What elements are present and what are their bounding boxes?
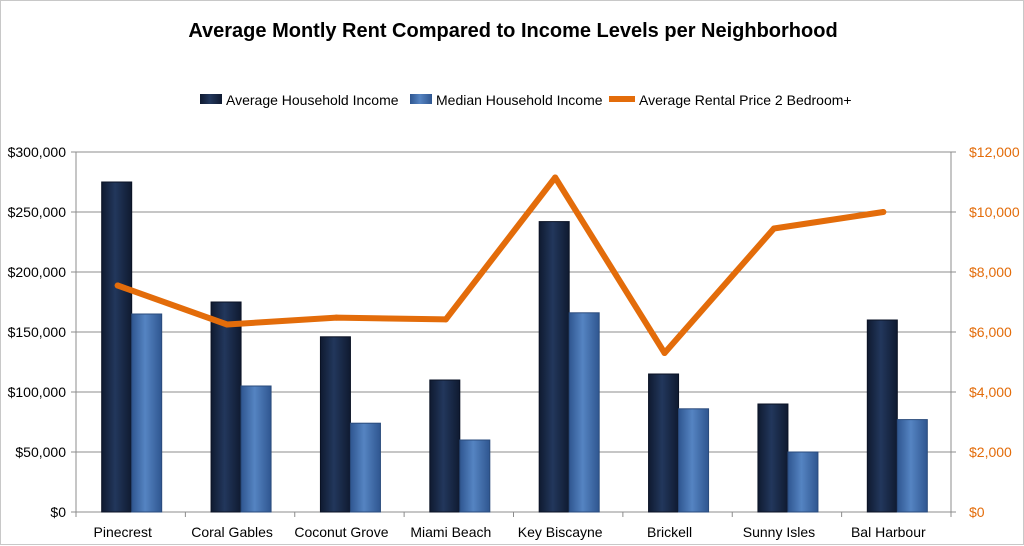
bar-median-income <box>349 422 381 513</box>
bar-median-income <box>568 312 600 513</box>
bar-average-income <box>210 301 242 513</box>
bar-average-income <box>319 336 351 513</box>
legend-swatch-average-income <box>200 94 222 104</box>
category-label: Pinecrest <box>94 524 152 540</box>
category-label: Coral Gables <box>191 524 273 540</box>
legend: Average Household Income Median Househol… <box>200 92 852 108</box>
left-tick-label: $100,000 <box>8 384 67 400</box>
legend-swatch-median-income <box>410 94 432 104</box>
line-point-rental-price <box>770 225 777 232</box>
line-point-rental-price <box>661 350 668 356</box>
right-tick-label: $2,000 <box>969 444 1012 460</box>
line-point-rental-price <box>442 316 449 323</box>
left-tick-label: $250,000 <box>8 204 67 220</box>
right-tick-label: $0 <box>969 504 985 520</box>
category-label: Brickell <box>647 524 692 540</box>
bar-median-income <box>678 408 710 513</box>
left-tick-label: $50,000 <box>15 444 66 460</box>
category-label: Sunny Isles <box>743 524 815 540</box>
bar-median-income <box>240 385 272 513</box>
category-label: Miami Beach <box>410 524 491 540</box>
line-point-rental-price <box>114 282 121 289</box>
left-tick-label: $0 <box>50 504 66 520</box>
category-label: Bal Harbour <box>851 524 926 540</box>
chart-title: Average Montly Rent Compared to Income L… <box>188 20 837 42</box>
line-average-rental-price <box>114 174 887 356</box>
x-axis-categories: Pinecrest Coral Gables Coconut Grove Miami … <box>75 512 952 540</box>
line-point-rental-price <box>224 321 231 328</box>
left-y-axis: $0 $50,000 $100,000 $150,000 $200,000 $250,00… <box>8 144 77 520</box>
gridlines <box>76 151 951 513</box>
left-tick-label: $200,000 <box>8 264 67 280</box>
bar-average-income <box>866 319 898 513</box>
bar-average-income <box>429 379 461 513</box>
legend-label-median-income: Median Household Income <box>436 92 603 108</box>
right-y-axis: $0 $2,000 $4,000 $6,000 $8,000 $10,000 $12,000 <box>950 144 1020 520</box>
left-tick-label: $150,000 <box>8 324 67 340</box>
bar-median-income <box>896 419 928 513</box>
bar-median-income <box>459 439 491 513</box>
bar-median-income <box>131 313 163 513</box>
right-tick-label: $10,000 <box>969 204 1020 220</box>
bar-average-income <box>648 373 680 513</box>
bar-median-income <box>787 451 819 513</box>
right-tick-label: $8,000 <box>969 264 1012 280</box>
line-point-rental-price <box>880 209 887 215</box>
category-label: Key Biscayne <box>518 524 603 540</box>
right-tick-label: $4,000 <box>969 384 1012 400</box>
left-tick-label: $300,000 <box>8 144 67 160</box>
bar-average-income <box>101 181 133 513</box>
legend-label-rental-price: Average Rental Price 2 Bedroom+ <box>639 92 852 108</box>
legend-label-average-income: Average Household Income <box>226 92 399 108</box>
line-series <box>114 174 887 356</box>
line-point-rental-price <box>333 314 340 321</box>
right-tick-label: $12,000 <box>969 144 1020 160</box>
bar-average-income <box>757 403 789 513</box>
category-label: Coconut Grove <box>294 524 388 540</box>
bar-series <box>101 181 928 513</box>
bar-average-income <box>538 221 570 513</box>
right-tick-label: $6,000 <box>969 324 1012 340</box>
line-point-rental-price <box>552 174 559 181</box>
